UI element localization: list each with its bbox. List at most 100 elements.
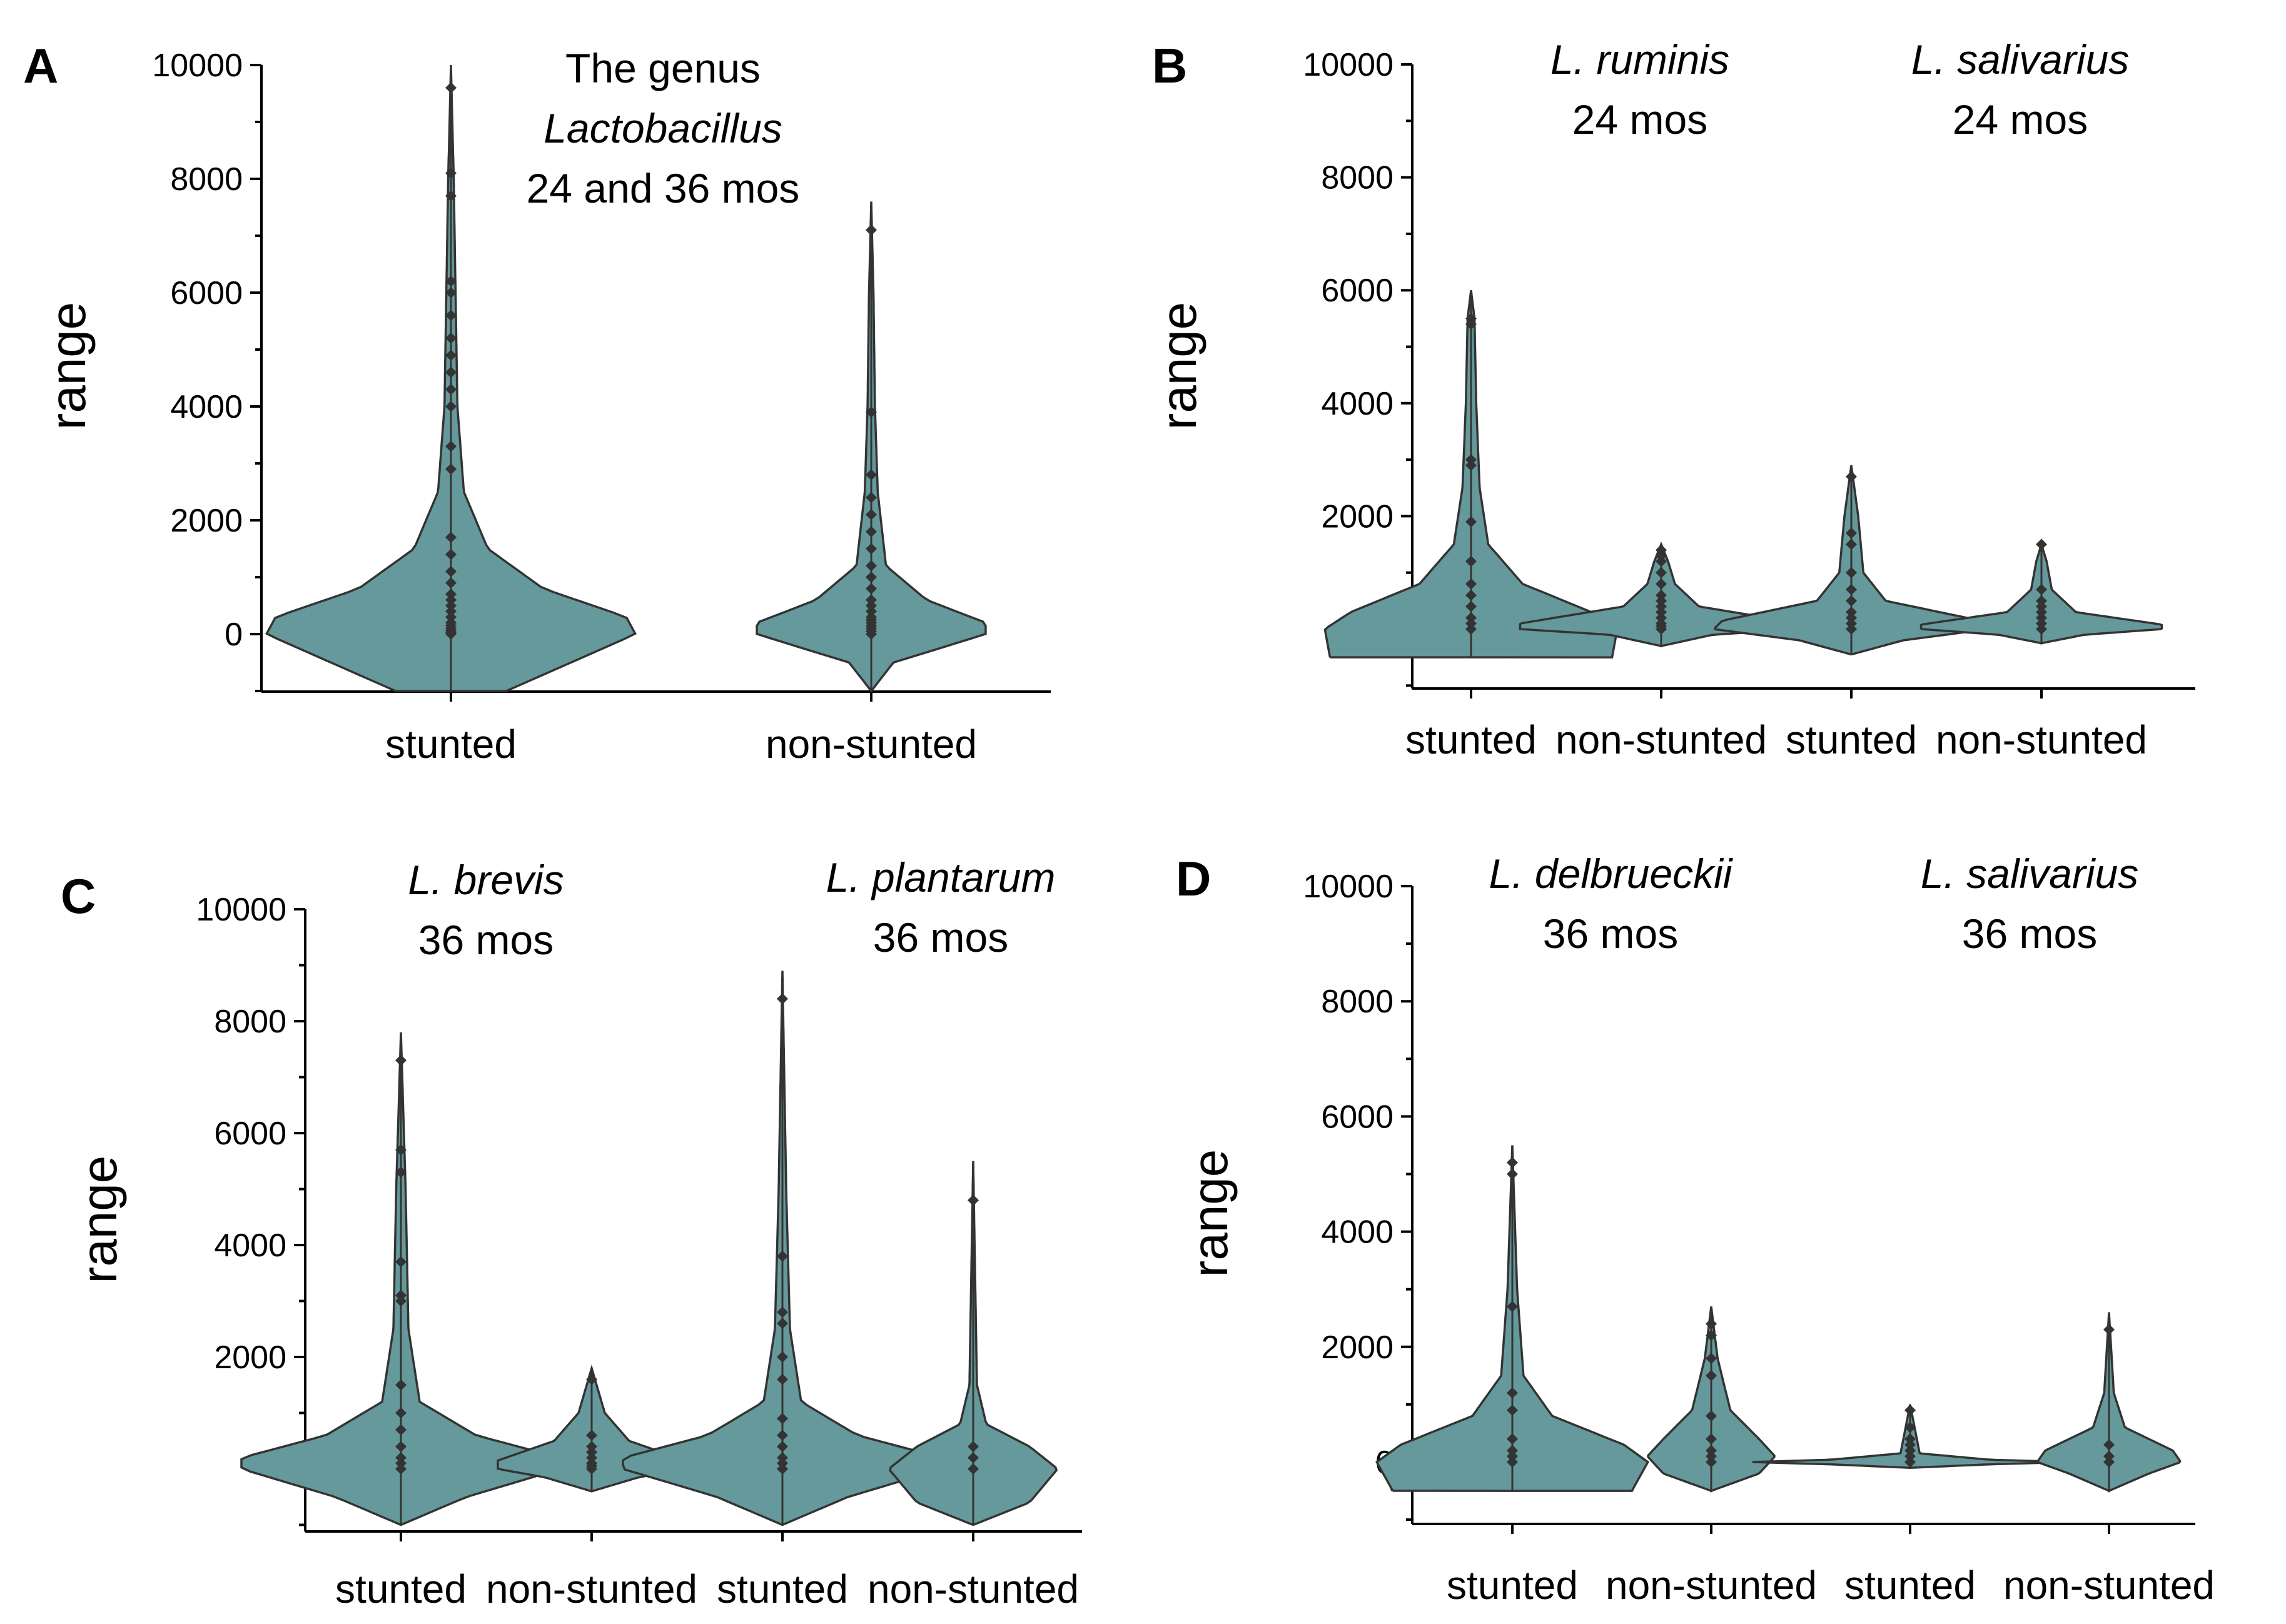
data-point — [445, 611, 457, 623]
data-point — [866, 628, 877, 640]
y-tick-label: 6000 — [214, 1116, 286, 1152]
y-tick-label: 8000 — [1321, 984, 1393, 1020]
data-point — [1706, 1433, 1717, 1445]
annotation-line: 36 mos — [1962, 910, 2097, 957]
data-point — [866, 406, 877, 418]
data-point — [866, 583, 877, 595]
data-point — [2103, 1324, 2115, 1336]
data-point — [445, 600, 457, 612]
data-point — [1465, 454, 1477, 466]
data-point — [1656, 578, 1667, 590]
annotation-line: 36 mos — [873, 914, 1008, 961]
data-point — [1507, 1168, 1518, 1180]
y-tick-label: 10000 — [152, 48, 243, 84]
y-tick-label: 10000 — [196, 892, 286, 928]
x-category-label: stunted — [1844, 1563, 1976, 1608]
data-point — [1656, 595, 1667, 607]
x-category-label: stunted — [1447, 1563, 1578, 1608]
data-point — [395, 1295, 407, 1307]
data-point — [1465, 555, 1477, 567]
data-point — [586, 1430, 597, 1441]
data-point — [1846, 527, 1857, 539]
y-tick-label: 4000 — [170, 389, 243, 425]
data-point — [866, 594, 877, 606]
annotation-line: L. salivarius — [1911, 36, 2129, 83]
annotation-line: 24 mos — [1953, 96, 2088, 143]
data-point — [1904, 1456, 1916, 1468]
data-point — [968, 1441, 979, 1453]
data-point — [1904, 1421, 1916, 1433]
data-point — [445, 628, 457, 640]
data-point — [2103, 1456, 2115, 1468]
y-tick-label: 8000 — [170, 161, 243, 198]
data-point — [586, 1463, 597, 1475]
data-point — [866, 572, 877, 583]
data-point — [2036, 606, 2047, 618]
data-point — [445, 190, 457, 202]
panel-letter: C — [61, 869, 96, 924]
data-point — [968, 1463, 979, 1475]
annotation-line: 36 mos — [418, 917, 554, 963]
data-point — [1904, 1450, 1916, 1462]
data-point — [866, 600, 877, 612]
data-point — [445, 167, 457, 179]
data-point — [1507, 1433, 1518, 1445]
data-point — [445, 287, 457, 298]
data-point — [968, 1194, 979, 1206]
data-point — [1904, 1445, 1916, 1456]
data-point — [1706, 1456, 1717, 1468]
data-point — [395, 1379, 407, 1391]
data-point — [445, 310, 457, 321]
data-point — [866, 224, 877, 236]
data-point — [1656, 606, 1667, 618]
data-point — [1465, 589, 1477, 601]
x-category-label: non-stunted — [867, 1566, 1079, 1611]
data-point — [445, 440, 457, 452]
x-category-label: non-stunted — [486, 1566, 697, 1611]
y-tick-label: 10000 — [1303, 869, 1393, 905]
data-point — [777, 1463, 788, 1475]
data-point — [445, 332, 457, 344]
data-point — [395, 1407, 407, 1419]
data-point — [1507, 1450, 1518, 1462]
data-point — [777, 1351, 788, 1363]
data-point — [866, 508, 877, 520]
data-point — [395, 1054, 407, 1066]
data-point — [2036, 595, 2047, 607]
x-category-label: non-stunted — [1606, 1563, 1817, 1608]
y-axis-label: range — [71, 1156, 127, 1284]
data-point — [445, 401, 457, 412]
data-point — [1507, 1445, 1518, 1456]
panel-b: Brange0200040006000800010000stuntednon-s… — [1151, 36, 2195, 762]
data-point — [1507, 1157, 1518, 1169]
data-point — [445, 565, 457, 577]
data-point — [1656, 589, 1667, 601]
annotation-line: 24 and 36 mos — [527, 165, 800, 211]
annotation-line: L. salivarius — [1921, 850, 2138, 897]
data-point — [1846, 612, 1857, 623]
data-point — [2036, 617, 2047, 629]
data-point — [1465, 600, 1477, 612]
annotation-line: L. plantarum — [826, 854, 1056, 900]
panel-letter: D — [1176, 851, 1211, 906]
data-point — [1846, 617, 1857, 629]
data-point — [445, 577, 457, 589]
data-point — [445, 383, 457, 395]
y-tick-label: 0 — [225, 617, 243, 653]
data-point — [1656, 567, 1667, 578]
y-tick-label: 2000 — [170, 503, 243, 539]
data-point — [1465, 516, 1477, 528]
data-point — [2036, 623, 2047, 635]
data-point — [1846, 595, 1857, 607]
data-point — [866, 605, 877, 617]
data-point — [2036, 600, 2047, 612]
data-point — [777, 1318, 788, 1329]
data-point — [1846, 471, 1857, 483]
data-point — [1706, 1318, 1717, 1329]
data-point — [1846, 538, 1857, 550]
data-point — [1846, 567, 1857, 578]
data-point — [1656, 623, 1667, 635]
data-point — [445, 350, 457, 361]
annotation-line: L. brevis — [408, 857, 564, 903]
